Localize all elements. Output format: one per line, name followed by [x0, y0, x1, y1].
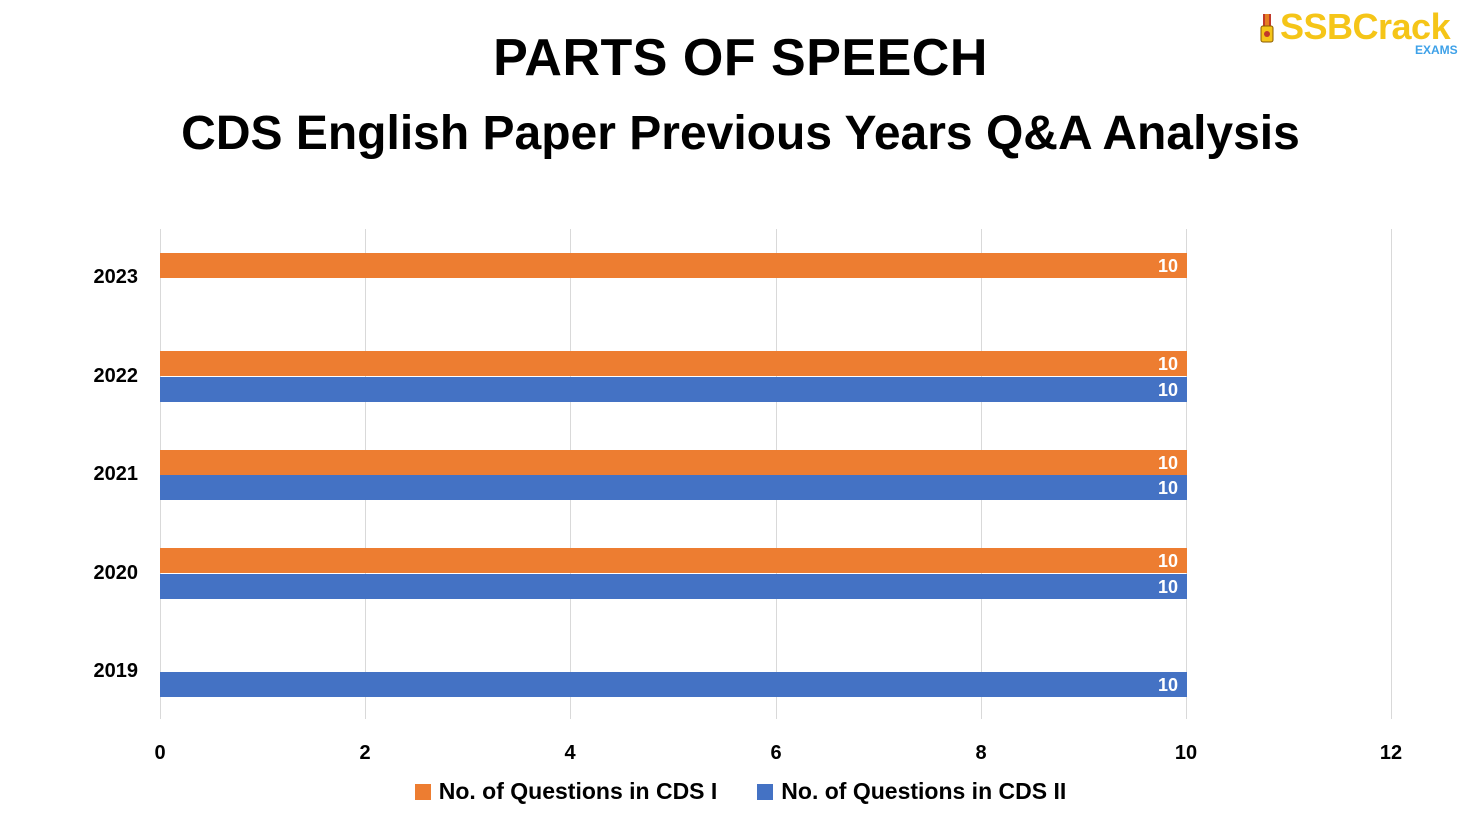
data-label: 10 — [1157, 380, 1178, 400]
bar-2021-cds2: 10 — [160, 475, 1187, 500]
legend-swatch — [757, 783, 774, 800]
data-label: 10 — [1157, 551, 1178, 571]
bar-2019-cds2: 10 — [160, 672, 1187, 697]
y-tick-label: 2020 — [93, 562, 139, 584]
data-label: 10 — [1157, 256, 1178, 276]
legend-item-cds2: No. of Questions in CDS II — [757, 778, 1066, 805]
x-tick-label: 10 — [1174, 742, 1198, 764]
data-label: 10 — [1157, 478, 1178, 498]
plot-area: 10 10 10 10 10 10 10 10 — [160, 229, 1392, 719]
x-tick-label: 2 — [359, 742, 371, 764]
x-tick-label: 8 — [975, 742, 987, 764]
ssbcrack-logo: SSBCrack EXAMS — [1260, 6, 1470, 60]
y-tick-label: 2022 — [93, 365, 139, 387]
x-tick-label: 6 — [770, 742, 782, 764]
logo-brand: SSBCrack — [1280, 6, 1451, 47]
legend: No. of Questions in CDS I No. of Questio… — [0, 778, 1481, 805]
bar-2020-cds2: 10 — [160, 574, 1187, 599]
chart-subtitle: CDS English Paper Previous Years Q&A Ana… — [181, 107, 1300, 160]
bar-2022-cds2: 10 — [160, 377, 1187, 402]
data-label: 10 — [1157, 354, 1178, 374]
y-tick-label: 2019 — [93, 660, 139, 682]
legend-label: No. of Questions in CDS II — [781, 778, 1067, 804]
gridline — [1391, 229, 1392, 719]
bar-2022-cds1: 10 — [160, 351, 1187, 376]
bar-2023-cds1: 10 — [160, 253, 1187, 278]
medal-icon — [1260, 14, 1274, 43]
data-label: 10 — [1157, 577, 1178, 597]
logo-sub: EXAMS — [1415, 43, 1458, 57]
legend-label: No. of Questions in CDS I — [438, 778, 718, 804]
x-tick-label: 0 — [154, 742, 166, 764]
bar-2020-cds1: 10 — [160, 548, 1187, 573]
data-label: 10 — [1157, 675, 1178, 695]
legend-swatch — [414, 783, 431, 800]
data-label: 10 — [1157, 453, 1178, 473]
legend-item-cds1: No. of Questions in CDS I — [414, 778, 718, 805]
y-tick-label: 2021 — [93, 463, 139, 485]
x-tick-label: 12 — [1379, 742, 1403, 764]
x-tick-label: 4 — [564, 742, 576, 764]
chart-title: PARTS OF SPEECH — [493, 29, 988, 87]
y-tick-label: 2023 — [93, 266, 139, 288]
bar-2021-cds1: 10 — [160, 450, 1187, 475]
